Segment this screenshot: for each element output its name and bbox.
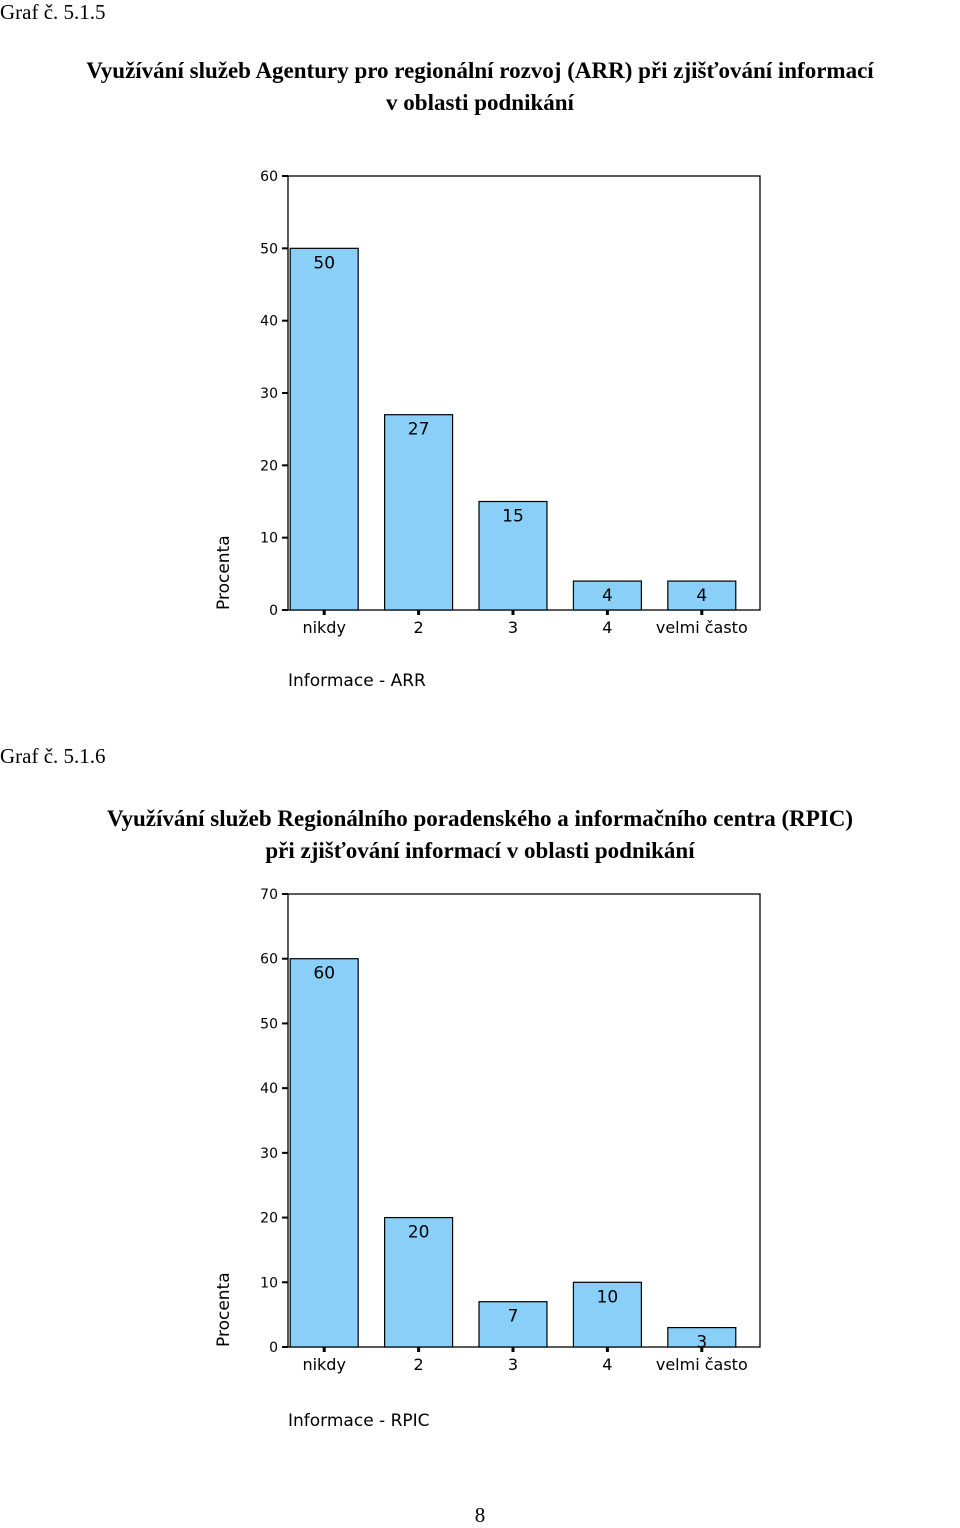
x-tick-label: 3 (508, 1355, 518, 1374)
x-tick-label: velmi často (656, 1355, 748, 1374)
x-tick-label: 2 (414, 618, 424, 637)
bar (289, 247, 359, 611)
bar (572, 1281, 642, 1348)
y-tick-label: 40 (260, 1081, 278, 1097)
bar-value-label: 15 (502, 507, 524, 527)
bar-value-label: 50 (313, 253, 335, 273)
y-axis-label: Procenta (214, 535, 234, 610)
chart-title-2-line1: Využívání služeb Regionálního poradenské… (106, 806, 854, 831)
bar-chart-rpic: 0 10 20 30 40 50 60 70 60 nikdy 20 2 7 3 10 4 3 velmi čas… (214, 887, 761, 1431)
bar-value-label: 20 (408, 1223, 430, 1243)
y-tick-label: 70 (260, 887, 278, 903)
bar (384, 1216, 454, 1348)
chart-title-1-line1: Využívání služeb Agentury pro regionální… (86, 58, 874, 83)
bar (384, 414, 454, 611)
y-tick-label: 30 (260, 1146, 278, 1162)
y-tick-label: 0 (269, 1340, 278, 1356)
y-tick-label: 50 (260, 1016, 278, 1032)
chart-title-1-line2: v oblasti podnikání (386, 90, 574, 115)
y-axis-label: Procenta (214, 1272, 234, 1347)
x-axis-label: Informace - ARR (288, 671, 426, 691)
x-tick-label: 2 (414, 1355, 424, 1374)
graf-label-2: Graf č. 5.1.6 (0, 744, 106, 768)
bar-value-label: 4 (602, 586, 613, 606)
y-tick-label: 20 (260, 458, 278, 474)
x-tick-label: 3 (508, 618, 518, 637)
bar-chart-arr: 0 10 20 30 40 50 60 50 nikdy 27 2 15 3 4 4 4 velmi často… (214, 169, 761, 691)
x-tick-label: 4 (602, 1355, 612, 1374)
bar-value-label: 60 (313, 964, 335, 984)
bar (667, 580, 737, 611)
plot-frame (287, 893, 761, 1348)
bar-value-label: 7 (508, 1307, 519, 1327)
x-axis-label: Informace - RPIC (288, 1411, 430, 1431)
page-number: 8 (474, 1503, 486, 1527)
y-tick-label: 10 (260, 1275, 278, 1291)
bar (572, 580, 642, 611)
bar (289, 958, 359, 1348)
bar-value-label: 3 (696, 1333, 707, 1353)
x-tick-label: nikdy (302, 1355, 345, 1374)
y-tick-label: 40 (260, 314, 278, 330)
y-tick-label: 10 (260, 531, 278, 547)
y-tick-label: 60 (260, 952, 278, 968)
bar-value-label: 4 (696, 586, 707, 606)
y-tick-label: 0 (269, 603, 278, 619)
x-tick-label: 4 (602, 618, 612, 637)
bar-value-label: 27 (408, 420, 430, 440)
y-tick-label: 50 (260, 241, 278, 257)
bar (478, 500, 548, 611)
graf-label-1: Graf č. 5.1.5 (0, 0, 106, 24)
y-tick-label: 30 (260, 386, 278, 402)
y-tick-label: 20 (260, 1211, 278, 1227)
chart-title-2-line2: při zjišťování informací v oblasti podni… (265, 838, 695, 863)
y-tick-label: 60 (260, 169, 278, 185)
x-tick-label: nikdy (302, 618, 345, 637)
bar-value-label: 10 (597, 1287, 619, 1307)
x-tick-label: velmi často (656, 618, 748, 637)
